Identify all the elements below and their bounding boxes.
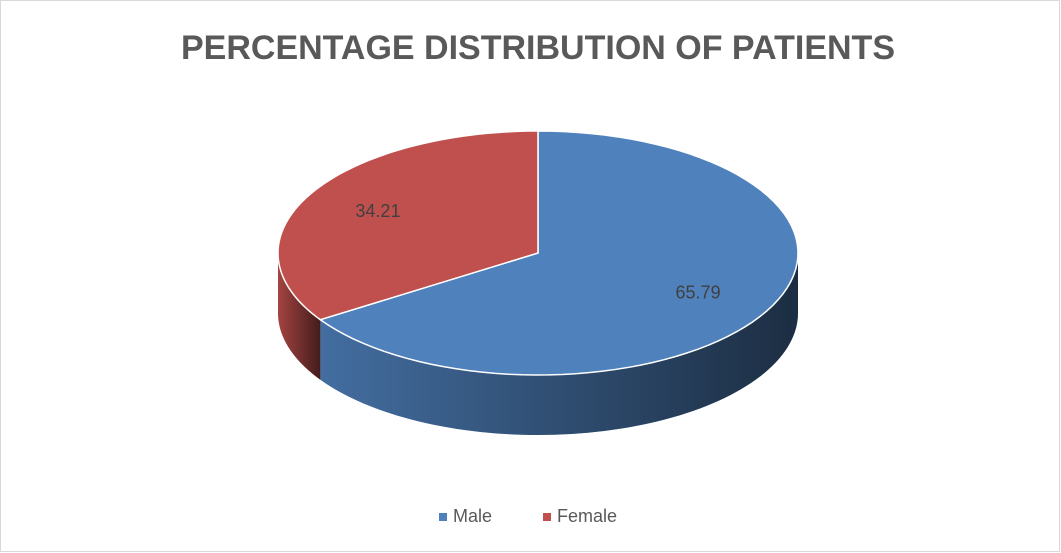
legend-label: Male	[453, 506, 492, 526]
data-label: 65.79	[676, 282, 721, 302]
slice	[318, 130, 799, 376]
data-label: 34.21	[355, 201, 400, 221]
legend-swatch	[543, 513, 551, 521]
chart-title: PERCENTAGE DISTRIBUTION OF PATIENTS	[181, 29, 895, 67]
legend-swatch	[439, 513, 447, 521]
legend-label: Female	[557, 506, 617, 526]
slice-side-shade	[320, 253, 798, 435]
slice-side-shade	[278, 253, 321, 380]
slice	[277, 130, 539, 321]
